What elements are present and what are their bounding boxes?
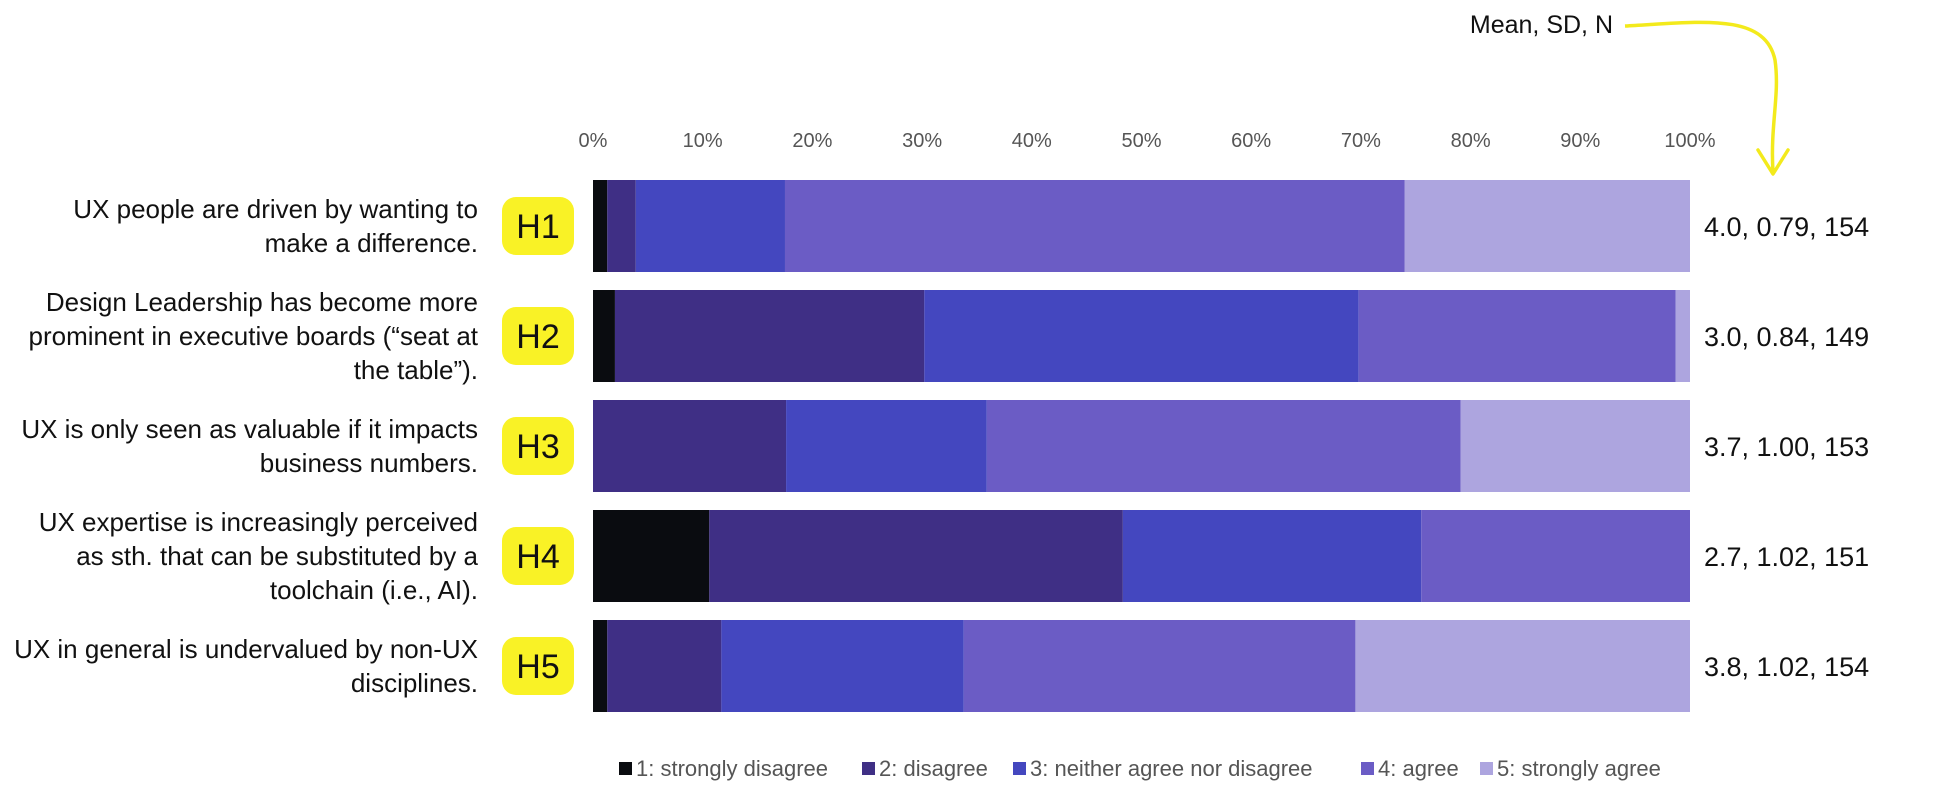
legend-swatch xyxy=(1013,762,1026,775)
annotation-arrow-line xyxy=(1624,20,1779,173)
bar-segment xyxy=(1122,510,1422,602)
bar-segment xyxy=(593,180,608,272)
hypothesis-badge xyxy=(502,417,574,475)
annotation-arrowhead xyxy=(1756,148,1790,176)
bar-segment xyxy=(721,620,964,712)
annotation-label: Mean, SD, N xyxy=(1470,11,1613,39)
x-axis-ticks: 0% 10% 20% 30% 40% 50% 60% 70% 80% 90% 100% xyxy=(579,130,1716,152)
bar-row-h3: H3 3.7, 1.00, 153 xyxy=(502,400,1869,492)
x-tick-label: 50% xyxy=(1121,130,1161,152)
bar-segment xyxy=(784,180,1405,272)
bar-segment xyxy=(593,620,608,712)
bar-segment xyxy=(1675,290,1690,382)
chart-rows: H1 4.0, 0.79, 154 H2 3.0, 0.84, 149 H3 3.7, 1… xyxy=(502,180,1869,712)
row-stats: 3.7, 1.00, 153 xyxy=(1704,432,1869,462)
question-label: UX is only seen as valuable if it impact… xyxy=(21,414,478,478)
x-tick-label: 10% xyxy=(683,130,723,152)
row-stats: 3.8, 1.02, 154 xyxy=(1704,652,1869,682)
row-stats: 2.7, 1.02, 151 xyxy=(1704,542,1869,572)
hypothesis-badge xyxy=(502,637,574,695)
legend-label: 4: agree xyxy=(1378,756,1459,781)
bar-segment xyxy=(1355,620,1690,712)
bar-row-h4: H4 2.7, 1.02, 151 xyxy=(502,510,1869,602)
x-tick-label: 30% xyxy=(902,130,942,152)
bar-segment xyxy=(1460,400,1690,492)
legend-label: 5: strongly agree xyxy=(1497,756,1661,781)
hypothesis-id: H1 xyxy=(516,208,559,246)
bar-segment xyxy=(593,290,615,382)
row-stats: 3.0, 0.84, 149 xyxy=(1704,322,1869,352)
bar-segment xyxy=(1358,290,1676,382)
hypothesis-id: H5 xyxy=(516,648,559,686)
x-tick-label: 60% xyxy=(1231,130,1271,152)
x-tick-label: 0% xyxy=(579,130,608,152)
legend-swatch xyxy=(619,762,632,775)
hypothesis-badge xyxy=(502,527,574,585)
legend-swatch xyxy=(862,762,875,775)
question-label: UX expertise is increasingly perceived a… xyxy=(38,507,478,605)
bar-segment xyxy=(593,510,710,602)
hypothesis-id: H2 xyxy=(516,318,559,356)
x-tick-label: 90% xyxy=(1560,130,1600,152)
hypothesis-id: H4 xyxy=(516,538,559,576)
question-label: UX people are driven by wanting to make … xyxy=(73,194,478,258)
legend: 1: strongly disagree 2: disagree 3: neithe… xyxy=(619,756,1661,781)
question-label: UX in general is undervalued by non-UX d… xyxy=(14,634,478,698)
x-tick-label: 80% xyxy=(1451,130,1491,152)
bar-segment xyxy=(1421,510,1690,602)
bar-segment xyxy=(986,400,1461,492)
x-tick-label: 70% xyxy=(1341,130,1381,152)
question-label: Design Leadership has become more promin… xyxy=(28,287,478,385)
hypothesis-badge xyxy=(502,197,574,255)
bar-segment xyxy=(607,180,636,272)
bar-row-h2: H2 3.0, 0.84, 149 xyxy=(502,290,1869,382)
hypothesis-badge xyxy=(502,307,574,365)
bar-segment xyxy=(1404,180,1690,272)
stats-annotation: Mean, SD, N xyxy=(1470,11,1790,176)
legend-swatch xyxy=(1480,762,1493,775)
legend-label: 2: disagree xyxy=(879,756,988,781)
bar-segment xyxy=(963,620,1356,712)
bar-segment xyxy=(593,400,787,492)
bar-segment xyxy=(607,620,722,712)
hypothesis-id: H3 xyxy=(516,428,559,466)
legend-label: 1: strongly disagree xyxy=(636,756,828,781)
bar-segment xyxy=(924,290,1359,382)
x-tick-label: 100% xyxy=(1664,130,1715,152)
row-stats: 4.0, 0.79, 154 xyxy=(1704,212,1869,242)
x-tick-label: 20% xyxy=(792,130,832,152)
legend-label: 3: neither agree nor disagree xyxy=(1030,756,1313,781)
bar-segment xyxy=(614,290,925,382)
bar-segment xyxy=(635,180,785,272)
x-tick-label: 40% xyxy=(1012,130,1052,152)
bar-segment xyxy=(786,400,987,492)
legend-swatch xyxy=(1361,762,1374,775)
bar-row-h5: H5 3.8, 1.02, 154 xyxy=(502,620,1869,712)
bar-segment xyxy=(709,510,1123,602)
bar-row-h1: H1 4.0, 0.79, 154 xyxy=(502,180,1869,272)
